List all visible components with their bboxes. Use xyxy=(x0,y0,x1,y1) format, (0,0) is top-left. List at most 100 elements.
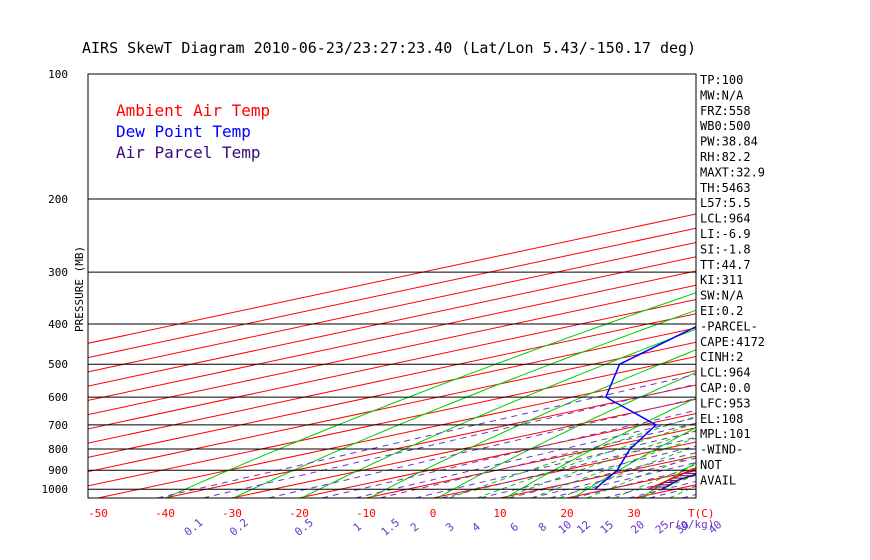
bottom-temp-tick-label: 0 xyxy=(430,507,437,520)
dry-adiabat-line xyxy=(640,462,696,498)
mixing-ratio-line xyxy=(530,457,696,498)
mixing-ratio-tick-label: 8 xyxy=(536,520,549,534)
index-item: -WIND- xyxy=(700,443,743,457)
mixing-ratio-line xyxy=(549,461,696,498)
pressure-tick-label: 900 xyxy=(48,464,68,477)
index-item: NOT xyxy=(700,458,722,472)
index-item: AVAIL xyxy=(700,473,736,487)
index-item: LCL:964 xyxy=(700,366,751,380)
mixing-ratio-unit-label: r(g/kg) xyxy=(668,518,714,531)
y-axis-label: PRESSURE (MB) xyxy=(73,246,86,332)
index-item: MAXT:32.9 xyxy=(700,165,765,179)
bottom-temp-tick-label: -20 xyxy=(289,507,309,520)
dry-adiabat-line xyxy=(845,74,870,498)
mixing-ratio-tick-label: 2 xyxy=(408,520,421,534)
mixing-ratio-line xyxy=(572,467,696,498)
index-item: CINH:2 xyxy=(700,350,743,364)
sounding-lines xyxy=(594,325,696,490)
dry-adiabat-line xyxy=(369,349,696,498)
mixing-ratio-tick-label: 4 xyxy=(470,520,484,534)
dry-adiabat-line xyxy=(777,74,870,498)
bottom-temp-tick-label: 10 xyxy=(493,507,506,520)
isotherm-line xyxy=(88,241,696,373)
isotherm-line xyxy=(88,298,696,430)
index-item: SW:N/A xyxy=(700,289,744,303)
mixing-ratio-tick-label: 20 xyxy=(628,518,647,536)
isotherm-line xyxy=(164,384,696,498)
isotherm-line xyxy=(88,313,696,444)
index-item: TT:44.7 xyxy=(700,258,751,272)
isotherm-line xyxy=(97,370,696,498)
pressure-tick-label: 200 xyxy=(48,193,68,206)
index-item: SI:-1.8 xyxy=(700,242,751,256)
mixing-ratio-tick-label: 3 xyxy=(443,520,456,534)
index-item: KI:311 xyxy=(700,273,743,287)
pressure-tick-label: 500 xyxy=(48,358,68,371)
isotherm-line xyxy=(88,213,696,344)
index-item: LI:-6.9 xyxy=(700,227,751,241)
pressure-tick-label: 100 xyxy=(48,68,68,81)
bottom-temp-tick-label: -10 xyxy=(356,507,376,520)
pressure-tick-label: 600 xyxy=(48,391,68,404)
index-item: -PARCEL- xyxy=(700,319,758,333)
bottom-temp-tick-label: 20 xyxy=(560,507,573,520)
isotherm-line xyxy=(298,413,696,498)
mixing-ratio-line xyxy=(157,373,696,498)
index-item: EL:108 xyxy=(700,412,743,426)
mixing-ratio-tick-label: 1.5 xyxy=(379,516,403,539)
mixing-ratio-line xyxy=(321,409,696,498)
mixing-ratio-line xyxy=(508,452,696,498)
isotherm-line xyxy=(88,256,696,387)
bottom-temp-tick-label: -40 xyxy=(155,507,175,520)
isotherm-line xyxy=(88,341,696,473)
mixing-ratio-line xyxy=(379,422,696,498)
legend-ambient: Ambient Air Temp xyxy=(116,101,270,120)
pressure-tick-label: 1000 xyxy=(42,483,69,496)
moist-adiabat-line xyxy=(504,430,696,498)
background-grid xyxy=(88,74,870,498)
mixing-ratio-line xyxy=(441,436,696,498)
mixing-ratio-tick-label: 15 xyxy=(598,518,617,536)
index-item: MW:N/A xyxy=(700,88,744,102)
dewpoint-line xyxy=(594,325,696,490)
pressure-tick-label: 800 xyxy=(48,443,68,456)
isotherm-line xyxy=(231,398,696,498)
index-item: LCL:964 xyxy=(700,212,751,226)
index-item: TP:100 xyxy=(700,73,743,87)
isotherm-line xyxy=(88,284,696,416)
index-item: MPL:101 xyxy=(700,427,751,441)
index-item: L57:5.5 xyxy=(700,196,751,210)
bottom-temp-tick-label: -50 xyxy=(88,507,108,520)
mixing-ratio-line xyxy=(479,445,696,498)
dry-adiabat-line xyxy=(233,309,696,498)
legend-dewpoint: Dew Point Temp xyxy=(116,122,251,141)
isotherm-line xyxy=(88,355,696,487)
moist-adiabat-line xyxy=(449,416,696,498)
moist-adiabat-line xyxy=(559,445,696,498)
pressure-tick-label: 300 xyxy=(48,266,68,279)
index-item: FRZ:558 xyxy=(700,104,751,118)
dry-adiabat-line xyxy=(505,397,696,498)
mixing-ratio-line xyxy=(268,398,696,498)
temp-unit-label: T(C) xyxy=(688,507,715,520)
plot-frame xyxy=(87,73,697,499)
index-item: TH:5463 xyxy=(700,181,751,195)
mixing-ratio-tick-label: 6 xyxy=(508,520,521,534)
moist-adiabat-line xyxy=(614,463,696,498)
bottom-temp-tick-label: 30 xyxy=(627,507,640,520)
index-item: RH:82.2 xyxy=(700,150,751,164)
dry-adiabat-line xyxy=(301,328,696,498)
mixing-ratio-tick-label: 0.1 xyxy=(182,516,206,539)
isotherm-line xyxy=(88,227,696,359)
pressure-tick-label: 400 xyxy=(48,318,68,331)
mixing-ratio-tick-label: 1 xyxy=(351,520,364,534)
index-item: CAP:0.0 xyxy=(700,381,751,395)
legend: Ambient Air Temp Dew Point Temp Air Parc… xyxy=(116,101,270,162)
index-item: LFC:953 xyxy=(700,396,751,410)
mixing-ratio-line xyxy=(355,417,696,498)
mixing-ratio-tick-label: 10 xyxy=(556,518,575,536)
index-item: EI:0.2 xyxy=(700,304,743,318)
bottom-temp-tick-label: -30 xyxy=(222,507,242,520)
